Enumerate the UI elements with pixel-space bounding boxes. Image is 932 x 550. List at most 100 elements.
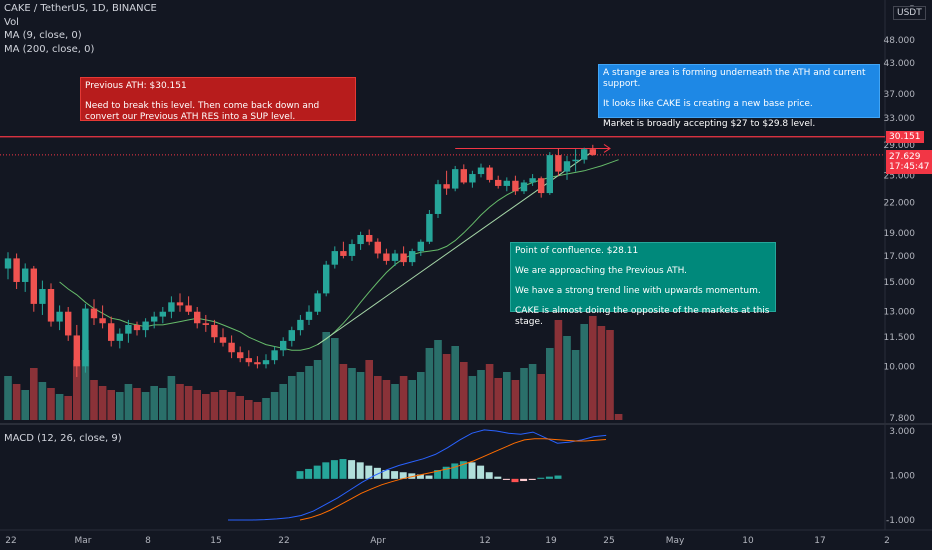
time-tick-label: 15 <box>210 536 221 546</box>
ma9-label[interactable]: MA (9, close, 0) <box>4 30 82 41</box>
volume-bar <box>356 372 365 420</box>
volume-bar <box>288 376 296 420</box>
volume-bar <box>55 394 64 420</box>
base-note-line: Market is broadly accepting $27 to $29.8… <box>603 119 816 129</box>
volume-bar <box>528 364 537 420</box>
candle-body <box>168 302 175 312</box>
volume-bar <box>184 386 193 420</box>
candle-body <box>340 251 347 256</box>
time-tick-label: 12 <box>479 536 490 546</box>
candle-body <box>581 149 588 160</box>
macd-line <box>228 429 607 521</box>
candle-body <box>374 241 381 254</box>
candle-body <box>39 289 46 304</box>
volume-bar <box>159 388 167 420</box>
candle-body <box>211 324 218 338</box>
volume-bar <box>339 364 348 420</box>
macd-histogram-bar <box>502 478 510 480</box>
candle-body <box>469 174 476 183</box>
volume-bar <box>210 392 219 420</box>
ma200-label[interactable]: MA (200, close, 0) <box>4 43 95 55</box>
macd-histogram-bar <box>494 476 502 479</box>
volume-bar <box>589 316 597 420</box>
candle-body <box>323 264 330 294</box>
candle-body <box>391 253 399 261</box>
macd-histogram-bar <box>451 463 459 479</box>
volume-bar <box>597 326 606 420</box>
price-tick-label: 37.000 <box>884 90 916 100</box>
volume-bar <box>374 376 382 420</box>
volume-bar <box>477 370 485 420</box>
volume-bar <box>296 372 305 420</box>
base-price-note[interactable]: A strange area is forming underneath the… <box>598 64 880 129</box>
candle-body <box>82 308 89 367</box>
macd-histogram-bar <box>545 476 553 479</box>
candle-body <box>331 251 338 265</box>
macd-histogram-bar <box>459 461 467 479</box>
price-tick-label: 22.000 <box>884 198 916 208</box>
candle-body <box>503 180 510 186</box>
candle-body <box>434 184 442 214</box>
ath-note-line: Need to break this level. Then come back… <box>85 101 320 122</box>
confluence-note-line: We are approaching the Previous ATH. <box>515 266 688 276</box>
volume-bar <box>167 376 176 420</box>
candle-body <box>366 234 373 242</box>
candle-body <box>56 311 63 322</box>
volume-bar <box>116 392 124 420</box>
candle-body <box>176 302 184 306</box>
volume-bar <box>73 360 81 420</box>
candle-body <box>589 149 596 155</box>
candle-body <box>417 241 424 252</box>
candle-body <box>30 268 37 304</box>
volume-bar <box>313 360 322 420</box>
macd-histogram-bar <box>528 478 536 480</box>
current-price-tag: 27.629 17:45:47 <box>886 150 932 174</box>
volume-bar <box>133 388 141 420</box>
volume-bar <box>262 398 270 420</box>
volume-bar <box>176 384 184 420</box>
macd-legend[interactable]: MACD (12, 26, close, 9) <box>4 433 122 444</box>
price-tick-label: 25.000 <box>884 172 916 182</box>
candle-body <box>400 253 407 263</box>
candle-body <box>237 352 244 359</box>
currency-badge[interactable]: USDT <box>893 6 926 20</box>
volume-bar <box>408 380 416 420</box>
candle-body <box>297 319 304 331</box>
time-tick-label: 25 <box>603 536 614 546</box>
candle-body <box>254 362 261 365</box>
volume-bar <box>520 368 528 420</box>
volume-bar <box>279 384 287 420</box>
time-tick-label: 22 <box>278 536 289 546</box>
confluence-note-line: Point of confluence. $28.11 <box>515 246 639 256</box>
volume-label[interactable]: Vol <box>4 16 19 28</box>
volume-bar <box>322 332 330 420</box>
candle-body <box>572 159 579 162</box>
ath-note[interactable]: Previous ATH: $30.151 Need to break this… <box>80 77 356 122</box>
candle-body <box>452 169 459 189</box>
macd-histogram-bar <box>391 471 399 479</box>
macd-histogram-bar <box>434 470 442 479</box>
volume-bar <box>219 390 227 420</box>
volume-bar <box>494 378 502 420</box>
symbol-label[interactable]: CAKE / TetherUS, 1D, BINANCE <box>4 3 157 14</box>
macd-tick-label: 3.000 <box>889 427 915 437</box>
price-tick-label: 7.800 <box>889 414 915 424</box>
confluence-note[interactable]: Point of confluence. $28.11 We are appro… <box>510 242 776 327</box>
macd-histogram-bar <box>356 462 364 479</box>
time-tick-label: 2 <box>884 536 890 546</box>
volume-bar <box>64 396 72 420</box>
price-tick-label: 48.000 <box>884 36 916 46</box>
candle-body <box>262 360 270 365</box>
ath-price-tag: 30.151 <box>886 131 924 143</box>
macd-histogram-bar <box>485 472 493 479</box>
volume-bar <box>47 388 55 420</box>
macd-histogram-bar <box>322 462 330 479</box>
candle-body <box>133 324 141 331</box>
macd-tick-label: 1.000 <box>889 472 915 482</box>
candle-body <box>555 155 562 172</box>
volume-bar <box>614 414 623 420</box>
volume-bar <box>270 392 279 420</box>
price-tick-label: 19.000 <box>884 229 916 239</box>
candle-body <box>538 178 545 194</box>
